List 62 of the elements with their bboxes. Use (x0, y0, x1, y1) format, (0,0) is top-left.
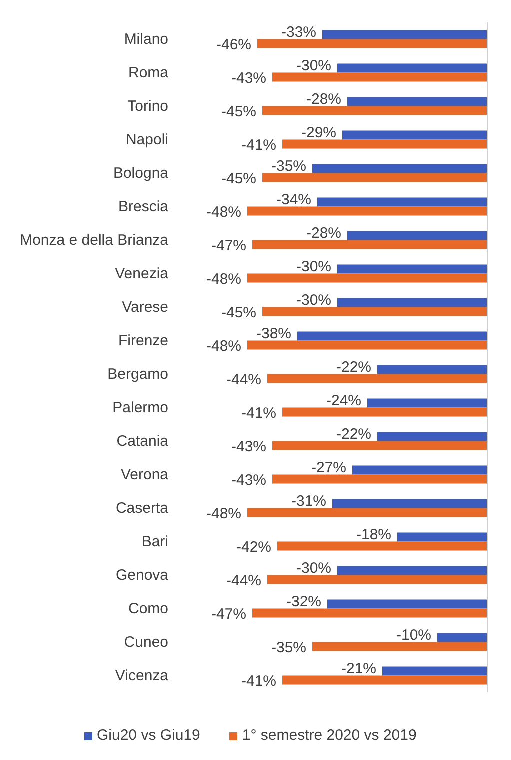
data-label: -10% (396, 627, 432, 644)
y-tick-label: Monza e della Brianza (20, 232, 170, 249)
data-label: -48% (206, 505, 242, 522)
data-label: -30% (296, 292, 332, 310)
y-tick-label: Torino (128, 98, 169, 115)
y-tick-label: Bergamo (108, 366, 169, 383)
data-label: -45% (221, 304, 257, 322)
data-label: -30% (296, 560, 332, 578)
data-label: -47% (211, 237, 247, 254)
data-label: -32% (286, 594, 322, 611)
data-label: -35% (271, 639, 307, 656)
y-tick-label: Vicenza (115, 667, 170, 684)
y-tick-label: Catania (116, 432, 170, 450)
data-label: -22% (336, 426, 372, 444)
data-label: -44% (226, 371, 262, 388)
y-tick-label: Verona (120, 466, 170, 484)
data-label: -48% (206, 338, 242, 355)
data-label: -45% (221, 103, 257, 120)
y-tick-label: Bologna (113, 164, 170, 182)
y-tick-label: Napoli (126, 131, 169, 148)
legend-label: 1° semestre 2020 vs 2019 (242, 727, 417, 744)
y-tick-label: Roma (128, 64, 170, 82)
data-label: -46% (216, 36, 252, 54)
data-label: -48% (206, 270, 242, 288)
data-label: -48% (206, 204, 242, 221)
data-label: -45% (221, 170, 257, 188)
data-label: -47% (211, 606, 247, 623)
data-label: -28% (306, 91, 342, 108)
data-label: -41% (241, 404, 277, 422)
data-label: -43% (231, 70, 267, 87)
data-label: -41% (241, 672, 277, 690)
data-label: -28% (306, 225, 342, 242)
y-tick-label: Venezia (115, 265, 170, 282)
data-label: -18% (356, 526, 392, 544)
data-label: -42% (236, 538, 272, 556)
y-tick-label: Genova (116, 566, 170, 584)
data-label: -24% (326, 392, 362, 410)
data-label: -30% (296, 258, 332, 276)
y-tick-label: Varese (122, 298, 169, 316)
y-tick-label: Firenze (118, 332, 169, 350)
data-label: -41% (241, 136, 277, 154)
data-label: -43% (231, 472, 267, 489)
data-label: -34% (276, 192, 312, 209)
data-label: -22% (336, 359, 372, 376)
data-label: -27% (311, 460, 347, 477)
data-label: -30% (296, 58, 332, 75)
y-tick-label: Cuneo (124, 634, 168, 651)
data-label: -33% (281, 24, 317, 42)
data-label: -38% (256, 326, 292, 343)
y-tick-label: Brescia (118, 198, 170, 216)
data-label: -31% (291, 493, 327, 510)
y-tick-label: Palermo (112, 399, 169, 416)
y-tick-label: Caserta (116, 500, 170, 517)
data-label: -43% (231, 438, 267, 456)
y-tick-label: Bari (142, 533, 169, 550)
data-label: -44% (226, 572, 262, 590)
y-tick-label: Milano (124, 30, 168, 48)
data-label: -21% (341, 660, 377, 678)
y-tick-label: Como (128, 600, 169, 618)
data-label: -35% (271, 158, 307, 176)
legend-label: Giu20 vs Giu19 (97, 727, 200, 744)
data-label: -29% (301, 124, 337, 142)
